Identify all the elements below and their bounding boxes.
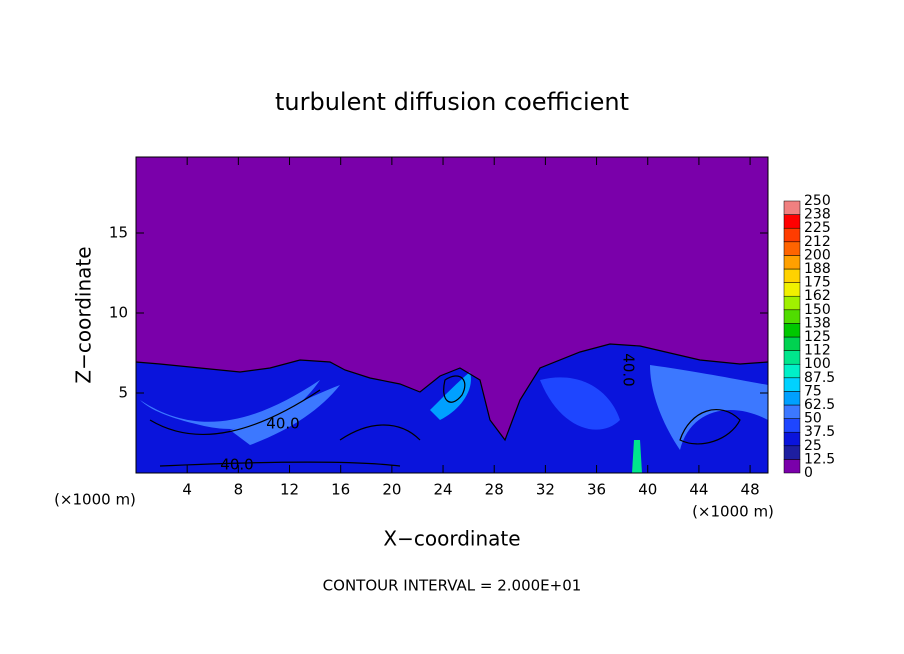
colorbar-label: 238	[804, 207, 831, 223]
field-streak	[540, 377, 620, 430]
x-tick-label: 44	[689, 481, 708, 499]
plot-frame	[135, 156, 769, 474]
colorbar-swatch	[783, 336, 801, 351]
y-tick-label: 15	[109, 224, 128, 242]
contour-line	[443, 375, 466, 403]
contour-label: 40.0	[266, 415, 299, 433]
colorbar-label: 100	[804, 356, 831, 372]
colorbar-swatch	[783, 391, 801, 406]
x-axis-label: X−coordinate	[383, 527, 520, 551]
colorbar-label: 175	[804, 275, 831, 291]
x-tick-label: 20	[382, 481, 401, 499]
colorbar-label: 37.5	[804, 424, 835, 440]
colorbar-swatch	[783, 200, 801, 215]
colorbar-label: 200	[804, 247, 831, 263]
colorbar-swatch	[783, 282, 801, 297]
field-streak	[632, 440, 642, 473]
x-tick-label: 48	[741, 481, 760, 499]
colorbar-swatch	[783, 459, 801, 474]
colorbar-label: 25	[804, 438, 822, 454]
colorbar-swatch	[783, 350, 801, 365]
colorbar-label: 250	[804, 193, 831, 209]
contour-label: 40.0	[220, 456, 253, 474]
colorbar-label: 12.5	[804, 451, 835, 467]
colorbar-swatch	[783, 214, 801, 229]
x-tick-label: 4	[182, 481, 192, 499]
colorbar-label: 112	[804, 343, 831, 359]
colorbar-label: 125	[804, 329, 831, 345]
colorbar-swatch	[783, 227, 801, 243]
x-tick-label: 36	[587, 481, 606, 499]
contour-line	[135, 343, 769, 442]
x-axis-unit: (×1000 m)	[692, 503, 774, 521]
colorbar-label: 75	[804, 383, 822, 399]
x-tick-label: 40	[638, 481, 657, 499]
x-tick-label: 28	[485, 481, 504, 499]
colorbar-swatch	[783, 418, 801, 433]
x-tick-label: 32	[536, 481, 555, 499]
y-tick-label: 10	[109, 304, 128, 322]
contour-line	[339, 424, 421, 441]
colorbar-label: 225	[804, 220, 831, 236]
colorbar-label: 188	[804, 261, 831, 277]
chart-title: turbulent diffusion coefficient	[275, 88, 629, 116]
field-streak	[230, 385, 340, 445]
colorbar-label: 138	[804, 315, 831, 331]
colorbar-label: 87.5	[804, 370, 835, 386]
contour-line	[679, 409, 741, 445]
colorbar-swatch	[783, 268, 801, 283]
contour-label: 40.0	[620, 353, 638, 386]
y-tick-label: 5	[118, 384, 128, 402]
colorbar-label: 62.5	[804, 397, 835, 413]
colorbar-swatch	[783, 255, 801, 270]
x-tick-label: 12	[280, 481, 299, 499]
colorbar-label: 162	[804, 288, 831, 304]
field-streak	[430, 372, 471, 420]
contour-interval: CONTOUR INTERVAL = 2.000E+01	[323, 577, 582, 595]
colorbar-label: 50	[804, 411, 822, 427]
colorbar-label: 212	[804, 234, 831, 250]
x-tick-label: 24	[433, 481, 452, 499]
colorbar-swatch	[783, 241, 801, 256]
colorbar-swatch	[783, 445, 801, 460]
x-tick-label: 8	[234, 481, 244, 499]
colorbar-swatch	[783, 309, 801, 324]
colorbar-swatch	[783, 295, 801, 311]
y-axis-unit: (×1000 m)	[54, 491, 136, 509]
colorbar-swatch	[783, 363, 801, 379]
colorbar-swatch	[783, 377, 801, 392]
colorbar-label: 0	[804, 465, 813, 481]
field-streak	[650, 365, 768, 450]
field	[135, 157, 769, 473]
colorbar-swatch	[783, 431, 801, 447]
colorbar-swatch	[783, 404, 801, 419]
contour-line	[149, 389, 321, 435]
contour-line	[159, 461, 401, 467]
x-tick-label: 16	[331, 481, 350, 499]
colorbar-swatch	[783, 323, 801, 338]
colorbar-label: 150	[804, 302, 831, 318]
y-axis-label: Z−coordinate	[72, 246, 96, 383]
